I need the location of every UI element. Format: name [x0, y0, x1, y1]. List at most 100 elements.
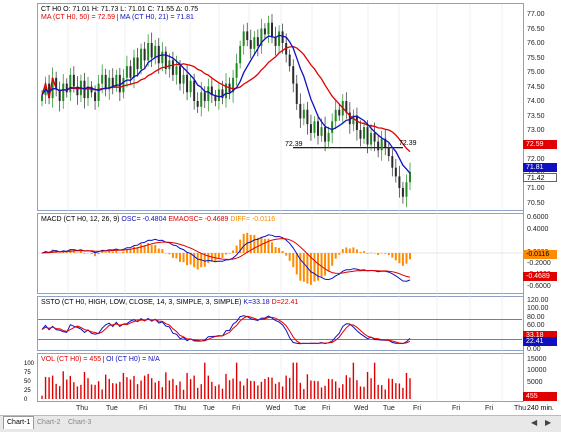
macd-histogram-bar: [225, 253, 227, 255]
candle-body: [366, 127, 369, 145]
macd-histogram-bar: [409, 253, 411, 260]
candle-body: [324, 127, 327, 142]
macd-histogram-bar: [179, 253, 181, 262]
scroll-left-icon[interactable]: ◀: [531, 418, 538, 427]
candle-body: [58, 89, 61, 101]
macd-histogram-bar: [256, 237, 259, 253]
candle-body: [331, 121, 334, 133]
candle-body: [147, 43, 150, 61]
macd-histogram-bar: [387, 253, 390, 256]
candle-body: [256, 37, 259, 46]
candle-body: [320, 127, 323, 136]
macd-emaosc: EMAOSC= -0.4689: [168, 216, 229, 223]
candle-body: [214, 95, 217, 101]
macd-histogram-bar: [76, 252, 79, 253]
macd-histogram-bar: [363, 251, 365, 253]
candle-body: [235, 63, 238, 78]
tab-chart-3[interactable]: Chart-3: [68, 419, 92, 426]
macd-title: MACD (CT H0, 12, 26, 9): [41, 216, 120, 223]
candle-body: [370, 132, 373, 145]
candle-body: [309, 124, 312, 133]
macd-histogram-bar: [136, 247, 139, 253]
candle-body: [97, 83, 100, 101]
macd-histogram-bar: [324, 253, 327, 276]
candle-body: [398, 176, 401, 188]
candle-body: [338, 109, 341, 116]
ma50-label: MA (CT H0, 50) = 72.59: [41, 14, 115, 21]
candle-body: [164, 51, 167, 70]
candle-body: [384, 138, 387, 148]
macd-histogram-bar: [331, 253, 334, 266]
macd-histogram-bar: [122, 251, 125, 253]
candle-body: [345, 101, 348, 113]
macd-histogram-bar: [263, 238, 266, 253]
macd-diff-tag: -0.0116: [523, 250, 557, 259]
candle-body: [161, 51, 164, 64]
candle-body: [111, 77, 114, 87]
x-tick-label: Fri: [232, 405, 241, 412]
tab-chart-2[interactable]: Chart-2: [37, 419, 61, 426]
candle-body: [150, 43, 153, 58]
macd-histogram-bar: [41, 253, 43, 254]
macd-histogram-bar: [94, 253, 97, 257]
macd-histogram-bar: [281, 251, 284, 253]
candle-body: [246, 31, 249, 41]
candle-body: [115, 74, 118, 87]
candle-body: [136, 57, 139, 70]
ma-legend: MA (CT H0, 50) = 72.59 MA (CT H0, 21) = …: [39, 13, 196, 22]
macd-legend: MACD (CT H0, 12, 26, 9) OSC= -0.4804 EMA…: [39, 215, 278, 224]
ssto-y-tick: 100.00: [527, 305, 549, 312]
ssto-k-tag: 33.18: [523, 331, 557, 340]
candle-body: [281, 31, 284, 43]
candle-body: [317, 121, 319, 136]
x-tick-label: Fri: [413, 405, 422, 412]
ma21-label: MA (CT H0, 21) = 71.81: [116, 14, 194, 21]
vol-left-tick: 100: [24, 361, 35, 367]
macd-histogram-bar: [401, 253, 404, 266]
candle-body: [391, 156, 394, 168]
macd-histogram-bar: [108, 250, 111, 253]
x-tick-label: Thu: [174, 405, 187, 412]
ssto-y-tick: 120.00: [527, 297, 549, 304]
volume-tag: 455: [523, 392, 557, 401]
macd-histogram-bar: [143, 245, 146, 253]
macd-histogram-bar: [115, 250, 118, 253]
candle-body: [118, 74, 121, 93]
macd-histogram-bar: [249, 234, 252, 253]
macd-histogram-bar: [295, 253, 298, 275]
x-tick-label: Tue: [106, 405, 118, 412]
price-y-tick: 73.50: [527, 112, 545, 120]
candle-body: [108, 77, 111, 90]
macd-histogram-bar: [207, 253, 210, 264]
price-y-tick: 72.00: [527, 156, 545, 163]
candle-body: [140, 48, 143, 70]
macd-histogram-bar: [345, 247, 348, 253]
candle-body: [143, 48, 146, 61]
candle-body: [193, 80, 196, 101]
support-label-left: 72.39: [285, 141, 303, 148]
support-label-right: 72.39: [399, 140, 417, 147]
macd-histogram-bar: [405, 253, 408, 264]
tab-chart-1[interactable]: Chart-1: [3, 416, 35, 429]
x-tick-label: Wed: [266, 405, 281, 412]
candle-body: [200, 92, 203, 107]
scroll-right-icon[interactable]: ▶: [545, 418, 552, 427]
ssto-k: K=33.18: [243, 299, 270, 306]
macd-histogram-bar: [285, 253, 288, 256]
candle-body: [189, 80, 192, 93]
macd-histogram-bar: [150, 245, 153, 253]
candle-body: [302, 109, 305, 119]
candle-body: [232, 77, 235, 93]
price-y-tick: 71.00: [527, 185, 545, 192]
macd-diff: DIFF= -0.0116: [230, 216, 276, 223]
macd-histogram-bar: [292, 253, 295, 268]
candle-body: [278, 31, 281, 46]
price-y-tick: 75.00: [527, 69, 545, 76]
macd-histogram-bar: [72, 250, 75, 253]
x-tick-label: Tue: [294, 405, 306, 412]
candle-body: [239, 45, 242, 64]
candle-body: [260, 28, 263, 46]
candle-body: [65, 83, 68, 93]
macd-histogram-bar: [267, 238, 270, 253]
